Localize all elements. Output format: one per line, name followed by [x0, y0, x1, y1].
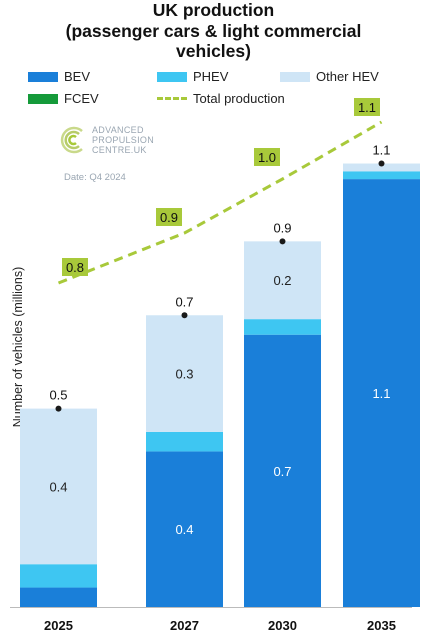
total-marker-2030 [279, 238, 286, 245]
legend-label-bev: BEV [64, 69, 91, 84]
bar-other-hev-2025 [20, 408, 97, 565]
legend-label-fcev: FCEV [64, 91, 99, 106]
logo-line-2: PROPULSION [92, 135, 155, 145]
chart-title-line-1: UK production [152, 0, 275, 20]
apc-logo-icon [60, 126, 83, 154]
legend-item-bev: BEV [28, 69, 90, 84]
x-tick-label-2025: 2025 [44, 618, 73, 633]
total-marker-2035 [378, 160, 385, 167]
bar-other-hev-2030 [244, 241, 321, 320]
date-label: Date: Q4 2024 [64, 172, 126, 183]
line-value-box-2030 [254, 148, 280, 166]
total-label-2035: 1.1 [372, 143, 390, 158]
bar-phev-2030 [244, 319, 321, 335]
segment-label-other-hev-2030: 0.2 [273, 273, 291, 288]
total-label-2027: 0.7 [175, 294, 193, 309]
line-value-label-2027: 0.9 [160, 210, 178, 225]
legend-swatch-bev [28, 71, 58, 82]
legend-item-fcev: FCEV [28, 91, 99, 106]
bar-bev-2025 [20, 587, 97, 607]
line-value-label-2035: 1.1 [358, 100, 376, 115]
total-marker-2027 [181, 312, 188, 319]
total-production-line [57, 120, 383, 285]
bar-bev-2027 [146, 451, 223, 607]
chart-title-line-2: (passenger cars & light commercial [65, 21, 362, 41]
legend-swatch-phev [157, 71, 187, 82]
segment-label-bev-2030: 0.7 [273, 464, 291, 479]
legend-item-phev: PHEV [157, 69, 228, 84]
bar-bev-2030 [244, 334, 321, 607]
bar-other-hev-2035 [343, 163, 420, 172]
legend-swatch-fcev [28, 93, 58, 104]
segment-label-bev-2035: 1.1 [372, 386, 390, 401]
legend-swatch-other-hev [280, 71, 310, 82]
bar-phev-2025 [20, 564, 97, 588]
apc-logo: ADVANCED PROPULSION CENTRE.UK [58, 125, 154, 155]
total-marker-2025 [55, 405, 62, 412]
legend-label-other-hev: Other HEV [316, 69, 379, 84]
total-label-2025: 0.5 [49, 388, 67, 403]
line-value-box-2027 [156, 208, 182, 226]
legend-label-phev: PHEV [193, 69, 229, 84]
line-value-label-2030: 1.0 [258, 150, 276, 165]
segment-label-other-hev-2025: 0.4 [49, 479, 67, 494]
legend-label-total-production: Total production [193, 91, 285, 106]
legend-item-total-production: Total production [157, 91, 285, 106]
chart-title-line-3: vehicles) [176, 41, 251, 61]
legend-item-other-hev: Other HEV [280, 69, 379, 84]
x-tick-label-2035: 2035 [367, 618, 396, 633]
line-value-box-2025 [62, 258, 88, 276]
segment-label-other-hev-2027: 0.3 [175, 367, 193, 382]
bar-bev-2035 [343, 179, 420, 607]
x-tick-label-2030: 2030 [268, 618, 297, 633]
legend-swatch-total-production [157, 97, 187, 100]
x-tick-label-2027: 2027 [170, 618, 199, 633]
bar-phev-2027 [146, 431, 223, 452]
logo-line-1: ADVANCED [92, 125, 144, 135]
segment-label-bev-2027: 0.4 [175, 522, 193, 537]
total-label-2030: 0.9 [273, 220, 291, 235]
logo-line-3: CENTRE.UK [92, 145, 147, 155]
bar-phev-2035 [343, 171, 420, 180]
bar-other-hev-2027 [146, 315, 223, 432]
line-value-box-2035 [354, 98, 380, 116]
line-value-label-2025: 0.8 [66, 260, 84, 275]
